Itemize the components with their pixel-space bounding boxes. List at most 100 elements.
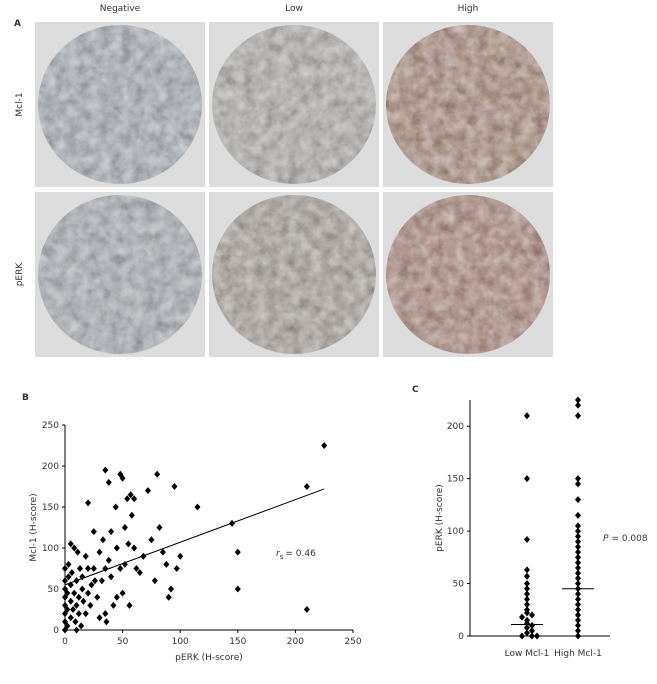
annotation-part: = 0.008 bbox=[611, 534, 647, 544]
data-point bbox=[524, 536, 530, 544]
data-point bbox=[575, 527, 581, 535]
data-point bbox=[524, 619, 530, 627]
data-point bbox=[90, 528, 97, 536]
data-point bbox=[234, 585, 241, 593]
data-point bbox=[102, 466, 109, 474]
data-point bbox=[74, 548, 81, 556]
data-point bbox=[575, 574, 581, 582]
data-point bbox=[119, 589, 126, 597]
x-tick-label: 0 bbox=[62, 637, 68, 647]
data-point bbox=[529, 632, 535, 640]
data-point bbox=[110, 601, 117, 609]
annotation: P = 0.008 bbox=[603, 534, 648, 544]
data-point bbox=[90, 565, 97, 572]
data-point bbox=[117, 565, 124, 572]
data-point bbox=[108, 528, 115, 536]
data-point bbox=[62, 577, 68, 585]
data-point bbox=[151, 577, 158, 585]
data-point bbox=[167, 585, 174, 593]
data-point bbox=[171, 483, 178, 490]
data-point bbox=[148, 536, 155, 544]
data-point bbox=[194, 503, 201, 511]
data-point bbox=[121, 524, 128, 531]
row-label: Mcl-1 bbox=[15, 92, 25, 116]
data-point bbox=[127, 491, 134, 499]
data-point bbox=[575, 564, 581, 572]
data-point bbox=[303, 483, 310, 490]
data-point bbox=[71, 589, 78, 597]
y-tick-label: 50 bbox=[48, 585, 60, 595]
data-point bbox=[575, 569, 581, 577]
data-point bbox=[575, 475, 581, 483]
data-point bbox=[575, 401, 581, 409]
column-label: Low bbox=[285, 4, 303, 14]
data-point bbox=[76, 565, 83, 572]
y-tick-label: 100 bbox=[42, 544, 59, 554]
y-tick-label: 150 bbox=[42, 503, 59, 513]
data-point bbox=[71, 544, 78, 552]
data-point bbox=[575, 580, 581, 588]
data-point bbox=[124, 495, 131, 503]
data-point bbox=[94, 593, 101, 601]
data-point bbox=[96, 548, 103, 556]
annotation: rs = 0.46 bbox=[276, 549, 316, 561]
y-tick-label: 200 bbox=[42, 462, 59, 472]
column-label: High bbox=[458, 4, 479, 14]
annotation-part: P bbox=[603, 534, 609, 544]
x-tick-label: 150 bbox=[229, 637, 246, 647]
data-point bbox=[75, 610, 82, 618]
tissue-core bbox=[212, 195, 376, 354]
data-point bbox=[575, 601, 581, 609]
panel-label: B bbox=[22, 393, 29, 403]
data-point bbox=[156, 524, 163, 531]
data-point bbox=[575, 622, 581, 630]
data-point bbox=[524, 590, 530, 598]
data-point bbox=[524, 566, 530, 574]
data-point bbox=[108, 573, 115, 581]
data-point bbox=[524, 585, 530, 593]
data-point bbox=[64, 589, 71, 597]
y-tick-label: 0 bbox=[458, 632, 464, 642]
data-point bbox=[125, 540, 132, 548]
annotation-part: s bbox=[280, 553, 284, 561]
y-tick-label: 150 bbox=[447, 475, 464, 485]
tissue-core bbox=[386, 195, 550, 354]
x-tick-label: 50 bbox=[117, 637, 129, 647]
x-tick-label: High Mcl-1 bbox=[554, 649, 602, 659]
data-point bbox=[524, 595, 530, 603]
data-point bbox=[67, 597, 74, 605]
data-point bbox=[529, 622, 535, 630]
image-panels bbox=[35, 22, 553, 357]
data-point bbox=[575, 616, 581, 624]
data-point bbox=[85, 499, 92, 507]
data-point bbox=[88, 581, 95, 589]
data-point bbox=[529, 611, 535, 619]
data-point bbox=[80, 597, 87, 605]
data-point bbox=[82, 610, 89, 618]
panel-label: A bbox=[14, 19, 21, 29]
data-point bbox=[67, 540, 74, 548]
row-label: pERK bbox=[15, 262, 25, 287]
data-point bbox=[575, 559, 581, 567]
data-point bbox=[534, 632, 540, 640]
y-tick-label: 200 bbox=[447, 422, 464, 432]
data-point bbox=[524, 412, 530, 420]
data-point bbox=[100, 536, 107, 544]
data-point bbox=[303, 606, 310, 613]
data-point bbox=[82, 552, 89, 560]
data-point bbox=[70, 606, 77, 613]
x-axis-label: pERK (H-score) bbox=[175, 653, 243, 663]
data-point bbox=[113, 593, 120, 601]
data-point bbox=[524, 609, 530, 617]
data-point bbox=[72, 618, 79, 626]
data-point bbox=[96, 614, 103, 622]
data-point bbox=[98, 577, 105, 585]
data-point bbox=[234, 548, 241, 556]
data-point bbox=[519, 632, 525, 640]
data-point bbox=[105, 556, 112, 564]
data-point bbox=[73, 601, 80, 609]
data-point bbox=[133, 565, 140, 572]
panel-label: C bbox=[412, 385, 419, 395]
data-point bbox=[575, 627, 581, 635]
data-point bbox=[321, 442, 328, 449]
